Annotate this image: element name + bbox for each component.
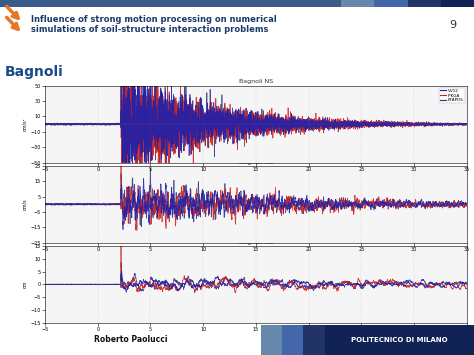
Legend: VV12, P'KGA, ETAPDS: VV12, P'KGA, ETAPDS [439, 88, 465, 103]
Text: POLITECNICO DI MILANO: POLITECNICO DI MILANO [351, 337, 447, 343]
Text: Influence of strong motion processing on numerical
simulations of soil-structure: Influence of strong motion processing on… [31, 15, 276, 34]
Bar [261, 325, 282, 355]
Bar [325, 325, 474, 355]
Text: 9: 9 [449, 20, 456, 30]
Bar [303, 325, 325, 355]
Bar [0, 0, 474, 7]
Title: Bagnoli NS: Bagnoli NS [239, 240, 273, 245]
Bar [441, 0, 474, 7]
Y-axis label: cm/s²: cm/s² [23, 118, 27, 131]
Y-axis label: cm/s: cm/s [23, 198, 27, 210]
Bar [374, 0, 408, 7]
Text: Roberto Paolucci: Roberto Paolucci [93, 335, 167, 344]
Text: Bagnoli: Bagnoli [5, 65, 64, 79]
Bar [282, 325, 303, 355]
Bar [408, 0, 441, 7]
Y-axis label: cm: cm [23, 281, 27, 288]
Bar [341, 0, 374, 7]
Title: Bagnoli NS: Bagnoli NS [239, 160, 273, 165]
Title: Bagnoli NS: Bagnoli NS [239, 80, 273, 84]
